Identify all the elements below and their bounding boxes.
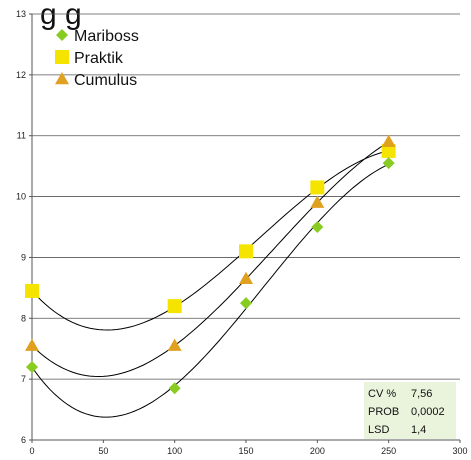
trendline-cumulus (31, 141, 389, 378)
legend-marker-mariboss (56, 29, 68, 41)
legend-label-praktik: Praktik (74, 50, 124, 67)
point-praktik-150 (239, 244, 253, 259)
y-tick-label-9: 9 (21, 252, 26, 262)
point-cumulus-150 (239, 271, 253, 284)
point-mariboss-250 (382, 157, 395, 170)
y-tick-label-12: 12 (16, 70, 26, 80)
point-cumulus-250 (381, 134, 396, 148)
y-tick-label-7: 7 (21, 374, 26, 384)
chart-title-fragment: g g (40, 0, 82, 31)
point-praktik-250 (381, 143, 396, 158)
stat-label-2: LSD (368, 424, 389, 436)
legend-label-cumulus: Cumulus (74, 72, 137, 89)
stat-label-1: PROB (368, 406, 399, 418)
y-tick-label-6: 6 (21, 435, 26, 445)
x-tick-label-50: 50 (98, 446, 108, 456)
trendlines (31, 141, 389, 418)
point-mariboss-0 (26, 360, 38, 373)
stats-background (364, 382, 456, 439)
legend-marker-praktik (55, 50, 69, 64)
point-mariboss-100 (168, 382, 181, 395)
stats-box: CV % 7,56 PROB 0,0002 LSD 1,4 (364, 382, 456, 439)
point-cumulus-200 (310, 195, 325, 208)
y-tick-label-8: 8 (21, 313, 26, 323)
gridlines (32, 13, 460, 380)
y-tick-label-10: 10 (16, 192, 26, 202)
point-cumulus-100 (167, 338, 182, 351)
y-tick-label-13: 13 (16, 9, 26, 19)
y-tick-label-11: 11 (17, 131, 26, 141)
x-tick-label-300: 300 (452, 446, 467, 456)
stat-value-2: 1,4 (411, 424, 426, 436)
x-tick-label-0: 0 (29, 446, 34, 456)
x-tick-label-200: 200 (310, 446, 325, 456)
x-tick-label-100: 100 (167, 446, 182, 456)
stat-value-0: 7,56 (411, 388, 432, 400)
point-mariboss-200 (311, 221, 324, 233)
point-praktik-100 (167, 299, 182, 314)
point-praktik-0 (25, 283, 39, 298)
legend-marker-cumulus (55, 72, 69, 85)
tick-labels: 6 7 8 9 10 11 12 13 0 50 100 150 200 250 300 (16, 9, 468, 456)
trendline-mariboss (31, 163, 389, 418)
legend: Mariboss Praktik Cumulus (55, 28, 139, 89)
trendline-praktik (31, 150, 389, 331)
point-cumulus-0 (25, 338, 39, 351)
stat-value-1: 0,0002 (411, 406, 445, 418)
point-praktik-200 (310, 180, 325, 195)
legend-label-mariboss: Mariboss (74, 28, 139, 45)
stat-label-0: CV % (368, 388, 396, 400)
x-tick-label-250: 250 (381, 446, 396, 456)
point-mariboss-150 (240, 297, 252, 310)
data-points (25, 134, 396, 395)
x-tick-label-150: 150 (238, 446, 253, 456)
